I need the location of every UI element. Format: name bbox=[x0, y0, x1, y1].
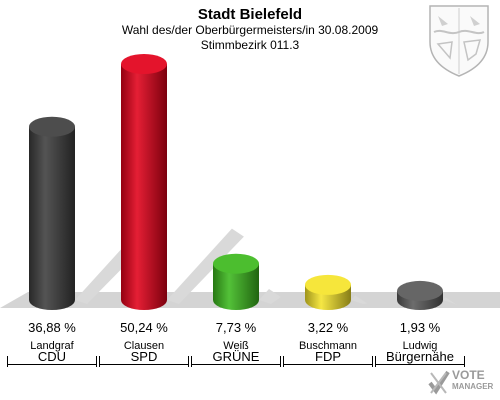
bar-top-bürgernähe bbox=[397, 280, 443, 301]
bar-top-grüne bbox=[213, 253, 259, 274]
bar-cdu bbox=[29, 126, 75, 310]
chart-title: Stadt Bielefeld bbox=[197, 6, 303, 23]
bar-grüne bbox=[213, 263, 259, 310]
bar-top-spd bbox=[121, 54, 167, 74]
bar-shadow bbox=[351, 295, 368, 304]
bar-shadow bbox=[75, 247, 135, 304]
bar-shadow bbox=[167, 228, 244, 304]
bar-top-cdu bbox=[29, 116, 75, 137]
chart-district: Stimmbezirk 011.3 bbox=[200, 38, 300, 52]
logo-text-manager: MANAGER bbox=[452, 382, 494, 391]
bar-top-fdp bbox=[305, 274, 351, 295]
vote-manager-logo: VOTE MANAGER bbox=[428, 368, 500, 398]
bar-shadow bbox=[259, 289, 281, 304]
chart-header: Stadt Bielefeld Wahl des/der Oberbürgerm… bbox=[0, 0, 500, 53]
chart-subtitle: Wahl des/der Oberbürgermeisters/in 30.08… bbox=[121, 23, 379, 37]
coat-of-arms-icon bbox=[429, 5, 489, 77]
bar-spd bbox=[121, 64, 167, 310]
checkmark-icon bbox=[428, 370, 450, 395]
logo-text-vote: VOTE bbox=[452, 368, 485, 382]
bar-shadow bbox=[443, 297, 458, 306]
